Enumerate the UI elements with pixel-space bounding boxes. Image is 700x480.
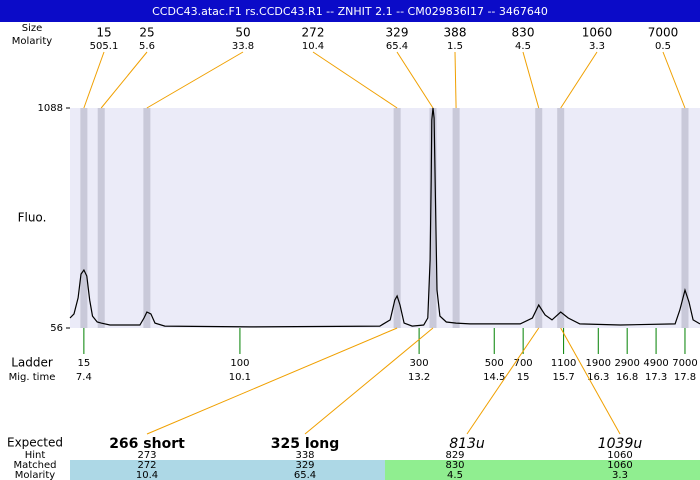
ladder-size: 1100 [551,358,576,369]
expected-label: Expected [7,436,63,450]
peak-band [452,108,460,328]
peak-connector [560,51,598,109]
blue-band [70,460,385,480]
ladder-size: 4900 [643,358,668,369]
peak-molarity: 33.8 [232,41,254,52]
row-label: Matched [13,460,56,471]
table-cell: 273 [137,450,156,461]
table-cell: 329 [295,460,314,471]
green-band [385,460,700,480]
peak-connector [454,51,457,109]
expected-connector [560,327,621,435]
table-cell: 4.5 [447,470,463,480]
peak-size: 329 [386,26,409,40]
peak-size: 272 [302,26,325,40]
peak-band [393,108,401,328]
peak-size: 25 [139,26,154,40]
ladder-size: 15 [78,358,91,369]
ladder-time: 16.3 [587,372,609,383]
ladder-size: 700 [514,358,533,369]
peak-band [143,108,151,328]
peak-size: 50 [235,26,250,40]
table-cell: 1060 [607,450,632,461]
peak-connector [100,51,148,109]
expected-connector [146,327,398,435]
expected-item: 266 short [109,436,185,452]
peak-connector [396,51,434,109]
expected-item: 325 long [271,436,340,452]
ladder-time: 15.7 [552,372,574,383]
ladder-time: 13.2 [408,372,430,383]
expected-connector [304,327,434,435]
peak-connector [83,51,105,109]
ladder-time: 15 [517,372,530,383]
y-tick-label: 56 [50,323,63,334]
ladder-size: 7000 [672,358,697,369]
ladder-time: 7.4 [76,372,92,383]
plot-area [70,108,700,328]
peak-size: 15 [96,26,111,40]
peak-size: 7000 [648,26,679,40]
trace [69,107,700,328]
peak-band [80,108,88,328]
y-label: Fluo. [18,211,47,225]
table-cell: 830 [445,460,464,471]
peak-band [535,108,543,328]
table-cell: 272 [137,460,156,471]
expected-item: 813u [449,436,485,452]
size-label: Size [22,23,43,34]
peak-molarity: 65.4 [386,41,408,52]
ladder-time: 14.5 [483,372,505,383]
peak-molarity: 5.6 [139,41,155,52]
table-cell: 65.4 [294,470,316,480]
title-bar [0,0,700,22]
table-cell: 829 [445,450,464,461]
peak-size: 388 [444,26,467,40]
peak-band [97,108,105,328]
peak-connector [146,51,244,109]
mig-time-label: Mig. time [9,372,56,383]
row-label: Molarity [15,470,55,480]
peak-connector [312,51,398,109]
peak-size: 1060 [582,26,613,40]
peak-molarity: 4.5 [515,41,531,52]
row-label: Hint [25,450,46,461]
molarity-label: Molarity [12,36,52,47]
ladder-size: 300 [410,358,429,369]
table-cell: 10.4 [136,470,158,480]
ladder-size: 2900 [614,358,639,369]
peak-band [429,108,437,328]
peak-band [681,108,689,328]
ladder-time: 16.8 [616,372,638,383]
y-tick-label: 1088 [38,103,63,114]
ladder-time: 17.8 [674,372,696,383]
peak-molarity: 10.4 [302,41,324,52]
table-cell: 338 [295,450,314,461]
ladder-size: 500 [485,358,504,369]
peak-size: 830 [512,26,535,40]
expected-item: 1039u [598,436,643,452]
ladder-label: Ladder [11,356,53,370]
ladder-time: 10.1 [229,372,251,383]
ladder-size: 100 [230,358,249,369]
peak-molarity: 3.3 [589,41,605,52]
title: CCDC43.atac.F1 rs.CCDC43.R1 -- ZNHIT 2.1… [152,5,548,18]
ladder-time: 17.3 [645,372,667,383]
table-cell: 3.3 [612,470,628,480]
ladder-size: 1900 [586,358,611,369]
peak-connector [662,51,686,109]
peak-molarity: 505.1 [90,41,119,52]
peak-band [557,108,565,328]
peak-molarity: 1.5 [447,41,463,52]
peak-connector [522,51,540,109]
table-cell: 1060 [607,460,632,471]
expected-connector [466,327,540,435]
peak-molarity: 0.5 [655,41,671,52]
